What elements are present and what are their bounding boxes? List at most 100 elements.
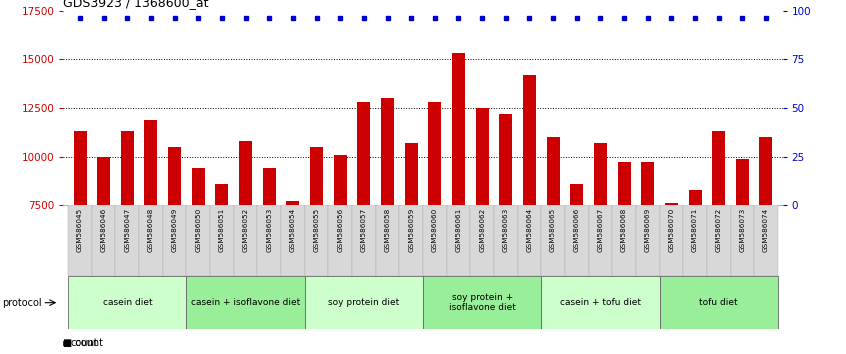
Bar bbox=[660, 276, 777, 329]
Bar bbox=[760, 137, 772, 351]
Bar bbox=[186, 276, 305, 329]
Text: GSM586064: GSM586064 bbox=[526, 207, 532, 252]
Bar bbox=[168, 147, 181, 351]
Text: GSM586060: GSM586060 bbox=[431, 207, 438, 252]
Bar bbox=[69, 205, 92, 276]
Bar bbox=[233, 205, 257, 276]
Bar bbox=[494, 205, 518, 276]
Text: GSM586051: GSM586051 bbox=[219, 207, 225, 252]
Text: GSM586073: GSM586073 bbox=[739, 207, 745, 252]
Bar bbox=[69, 276, 186, 329]
Text: protocol: protocol bbox=[3, 298, 42, 308]
Bar bbox=[328, 205, 352, 276]
Bar bbox=[594, 143, 607, 351]
Text: GSM586074: GSM586074 bbox=[763, 207, 769, 252]
Bar bbox=[63, 341, 69, 346]
Bar bbox=[423, 205, 447, 276]
Bar bbox=[216, 184, 228, 351]
Bar bbox=[263, 168, 276, 351]
Bar bbox=[92, 205, 116, 276]
Text: GDS3923 / 1368600_at: GDS3923 / 1368600_at bbox=[63, 0, 209, 10]
Bar bbox=[447, 205, 470, 276]
Bar bbox=[357, 102, 371, 351]
Text: soy protein +
isoflavone diet: soy protein + isoflavone diet bbox=[448, 293, 515, 312]
Bar bbox=[281, 205, 305, 276]
Bar bbox=[665, 203, 678, 351]
Bar bbox=[570, 184, 583, 351]
Bar bbox=[74, 131, 86, 351]
Text: GSM586072: GSM586072 bbox=[716, 207, 722, 252]
Bar bbox=[139, 205, 162, 276]
Bar bbox=[712, 131, 725, 351]
Bar bbox=[239, 141, 252, 351]
Bar bbox=[736, 159, 749, 351]
Text: GSM586053: GSM586053 bbox=[266, 207, 272, 252]
Text: GSM586056: GSM586056 bbox=[338, 207, 343, 252]
Text: GSM586054: GSM586054 bbox=[290, 207, 296, 252]
Bar bbox=[541, 276, 660, 329]
Bar bbox=[399, 205, 423, 276]
Text: GSM586046: GSM586046 bbox=[101, 207, 107, 252]
Bar bbox=[730, 205, 754, 276]
Bar bbox=[376, 205, 399, 276]
Bar bbox=[541, 205, 565, 276]
Bar bbox=[121, 131, 134, 351]
Bar bbox=[162, 205, 186, 276]
Text: GSM586049: GSM586049 bbox=[172, 207, 178, 252]
Bar bbox=[333, 155, 347, 351]
Text: GSM586067: GSM586067 bbox=[597, 207, 603, 252]
Bar bbox=[210, 205, 233, 276]
Bar bbox=[547, 137, 559, 351]
Bar bbox=[618, 162, 630, 351]
Text: GSM586045: GSM586045 bbox=[77, 207, 83, 252]
Text: GSM586061: GSM586061 bbox=[455, 207, 461, 252]
Bar bbox=[613, 205, 636, 276]
Bar bbox=[287, 201, 299, 351]
Bar bbox=[707, 205, 730, 276]
Text: casein + tofu diet: casein + tofu diet bbox=[560, 298, 641, 307]
Bar bbox=[310, 147, 323, 351]
Text: GSM586047: GSM586047 bbox=[124, 207, 130, 252]
Bar bbox=[145, 120, 157, 351]
Bar bbox=[499, 114, 513, 351]
Text: GSM586063: GSM586063 bbox=[503, 207, 508, 252]
Bar bbox=[428, 102, 442, 351]
Bar bbox=[684, 205, 707, 276]
Text: GSM586055: GSM586055 bbox=[314, 207, 320, 252]
Text: GSM586070: GSM586070 bbox=[668, 207, 674, 252]
Text: count: count bbox=[70, 338, 98, 348]
Bar bbox=[475, 108, 489, 351]
Bar bbox=[423, 276, 541, 329]
Bar bbox=[352, 205, 376, 276]
Text: casein + isoflavone diet: casein + isoflavone diet bbox=[191, 298, 300, 307]
Bar bbox=[452, 53, 465, 351]
Bar bbox=[186, 205, 210, 276]
Bar bbox=[565, 205, 589, 276]
Text: GSM586050: GSM586050 bbox=[195, 207, 201, 252]
Text: GSM586057: GSM586057 bbox=[361, 207, 367, 252]
Text: GSM586068: GSM586068 bbox=[621, 207, 627, 252]
Bar bbox=[754, 205, 777, 276]
Text: GSM586048: GSM586048 bbox=[148, 207, 154, 252]
Text: GSM586071: GSM586071 bbox=[692, 207, 698, 252]
Text: GSM586059: GSM586059 bbox=[408, 207, 415, 252]
Text: GSM586065: GSM586065 bbox=[550, 207, 556, 252]
Bar bbox=[257, 205, 281, 276]
Bar bbox=[404, 143, 418, 351]
Bar bbox=[381, 98, 394, 351]
Bar bbox=[689, 190, 701, 351]
Text: GSM586069: GSM586069 bbox=[645, 207, 651, 252]
Bar bbox=[589, 205, 613, 276]
Bar bbox=[660, 205, 684, 276]
Text: soy protein diet: soy protein diet bbox=[328, 298, 399, 307]
Text: ■ count: ■ count bbox=[63, 338, 103, 348]
Text: tofu diet: tofu diet bbox=[700, 298, 738, 307]
Bar bbox=[192, 168, 205, 351]
Text: GSM586052: GSM586052 bbox=[243, 207, 249, 252]
Text: GSM586062: GSM586062 bbox=[479, 207, 485, 252]
Bar bbox=[523, 75, 536, 351]
Bar bbox=[97, 156, 110, 351]
Text: GSM586066: GSM586066 bbox=[574, 207, 580, 252]
Bar bbox=[641, 162, 654, 351]
Text: casein diet: casein diet bbox=[102, 298, 152, 307]
